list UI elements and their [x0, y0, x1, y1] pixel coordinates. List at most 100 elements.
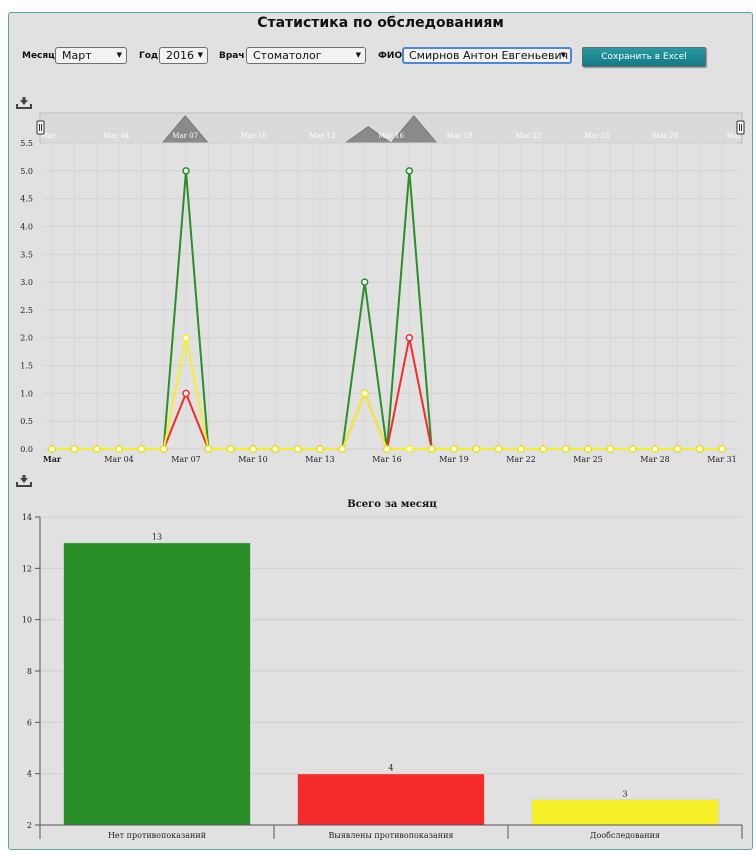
line-chart-point	[561, 445, 570, 453]
line-chart-point	[159, 445, 168, 453]
line-chart-point	[606, 445, 615, 453]
bar	[296, 773, 486, 826]
line-chart-point	[427, 445, 436, 453]
navigator-tick-label: Mar 25	[584, 132, 610, 140]
line-chart-y-tick-label: 2.0	[20, 334, 33, 343]
line-chart-point	[360, 278, 369, 286]
line-chart-point	[293, 445, 302, 453]
line-chart-x-tick-label: Mar 07	[171, 455, 201, 464]
line-chart-x-tick-label: Mar	[43, 454, 62, 464]
line-chart-point	[70, 445, 79, 453]
line-chart-y-axis: 0.0 0.5 1.0 1.5 2.0 2.5 3.0 3.5 4.0 4.5 5.0 5.5	[20, 139, 33, 454]
navigator-handle-left[interactable]	[36, 120, 45, 135]
monthly-bar-chart: Всего за месяц 2 4 6 8 10 12 14 13 4 3 Нет проти…	[22, 499, 743, 840]
bar-chart-category-label: Дообследования	[590, 831, 660, 840]
bar-chart-title: Всего за месяц	[347, 499, 437, 510]
page-title: Статистика по обследованиям	[257, 15, 504, 31]
bar-chart-bars: 13 4 3	[62, 533, 720, 826]
line-chart-point	[494, 445, 503, 453]
line-chart-point	[271, 445, 280, 453]
download-icon[interactable]	[16, 97, 32, 109]
line-chart-point	[182, 389, 190, 398]
chevron-down-icon: ▼	[116, 51, 122, 59]
bar-value-label: 4	[388, 764, 393, 773]
doctor-select-value: Стоматолог	[253, 49, 322, 62]
line-chart-x-tick-label: Mar 25	[573, 455, 603, 464]
line-chart-y-tick-label: 5.0	[20, 167, 33, 176]
line-chart-y-tick-label: 5.5	[20, 139, 33, 148]
line-chart-x-tick-label: Mar 13	[305, 455, 335, 464]
line-chart-point	[338, 445, 347, 453]
month-label: Месяц	[22, 51, 55, 61]
line-chart-x-tick-label: Mar 22	[506, 455, 536, 464]
line-chart-y-tick-label: 1.0	[20, 389, 33, 398]
navigator-tick-label: Mar 22	[515, 132, 541, 140]
line-chart-point	[137, 445, 146, 453]
line-chart-y-tick-label: 3.5	[20, 250, 33, 259]
line-chart-y-tick-label: 3.0	[20, 278, 33, 287]
bar-chart-category-label: Выявлены противопоказания	[329, 831, 454, 840]
line-chart-y-tick-label: 4.0	[20, 222, 33, 231]
line-chart-y-tick-label: 4.5	[20, 195, 33, 204]
line-chart-x-axis: Mar Mar 04 Mar 07 Mar 10 Mar 13 Mar 16 Mar 19 M…	[43, 454, 737, 464]
bar-chart-y-tick-label: 14	[22, 513, 32, 522]
chevron-down-icon: ▼	[197, 51, 203, 59]
line-chart-x-tick-label: Mar 10	[238, 455, 268, 464]
chevron-down-icon: ▼	[560, 51, 566, 59]
daily-line-chart: Mar Mar 04 Mar 07 Mar 10 Mar 13 Mar 16 Mar 19 M…	[20, 112, 745, 464]
line-chart-point	[628, 445, 637, 453]
line-chart-point	[651, 445, 659, 453]
line-chart-point	[316, 445, 324, 453]
navigator-tick-label: Mar 04	[104, 132, 130, 140]
doctor-select[interactable]: Стоматолог ▼	[246, 47, 366, 64]
line-chart-x-tick-label: Mar 31	[707, 455, 737, 464]
fio-select[interactable]: Смирнов Антон Евгеньевич ▼	[402, 47, 572, 64]
bar	[530, 798, 720, 826]
bar-chart-y-tick-label: 12	[22, 564, 32, 573]
month-select-value: Март	[62, 49, 92, 62]
navigator-tick-label: Mar 28	[652, 132, 678, 140]
line-chart-point	[249, 445, 257, 453]
navigator-tick-label: Mar 19	[447, 132, 473, 140]
navigator-track[interactable]	[39, 112, 743, 144]
bar-chart-y-axis: 2 4 6 8 10 12 14	[22, 513, 41, 830]
line-chart-point	[539, 445, 548, 453]
chevron-down-icon: ▼	[355, 51, 361, 59]
year-label: Год	[139, 51, 159, 61]
bar-chart-y-tick-label: 8	[27, 667, 32, 676]
bar-chart-y-tick-label: 10	[22, 616, 32, 625]
line-chart-series	[48, 167, 726, 453]
line-chart-point	[383, 445, 391, 453]
navigator-handle-right[interactable]	[736, 120, 745, 135]
year-select-value: 2016	[166, 49, 194, 62]
bar-chart-category-label: Нет противопоказаний	[108, 831, 206, 840]
month-select[interactable]: Март ▼	[55, 47, 127, 64]
navigator-tick-label: Mar 13	[309, 132, 335, 140]
bar-chart-y-tick-label: 4	[27, 770, 32, 779]
line-chart-point	[48, 445, 56, 453]
line-chart-point	[405, 333, 414, 342]
download-icon[interactable]	[16, 475, 32, 487]
year-select[interactable]: 2016 ▼	[159, 47, 208, 64]
bar-value-label: 3	[622, 789, 627, 798]
line-chart-x-tick-label: Mar 16	[372, 455, 402, 464]
line-chart-point	[517, 445, 525, 453]
line-chart-point	[182, 167, 190, 175]
navigator-tick-labels: Mar Mar 04 Mar 07 Mar 10 Mar 13 Mar 16 Mar 19 M…	[41, 132, 742, 140]
statistics-panel: Статистика по обследованиям Месяц Март ▼…	[8, 12, 753, 850]
line-chart-x-tick-label: Mar 28	[640, 455, 670, 464]
bar	[62, 542, 252, 826]
line-chart-x-tick-label: Mar 04	[104, 455, 134, 464]
fio-label: ФИО	[378, 51, 403, 61]
navigator-tick-label: Mar	[727, 132, 742, 140]
export-excel-button[interactable]: Сохранить в Excel	[582, 47, 706, 67]
line-chart-point	[204, 445, 213, 453]
line-chart-y-tick-label: 0.0	[20, 445, 33, 454]
line-chart-point	[695, 445, 704, 453]
line-chart-point	[360, 389, 369, 398]
line-chart-point	[405, 445, 414, 453]
line-chart-point	[115, 445, 123, 453]
line-chart-y-tick-label: 2.5	[20, 306, 33, 315]
line-chart-point	[472, 445, 481, 453]
line-chart-point	[584, 445, 592, 453]
